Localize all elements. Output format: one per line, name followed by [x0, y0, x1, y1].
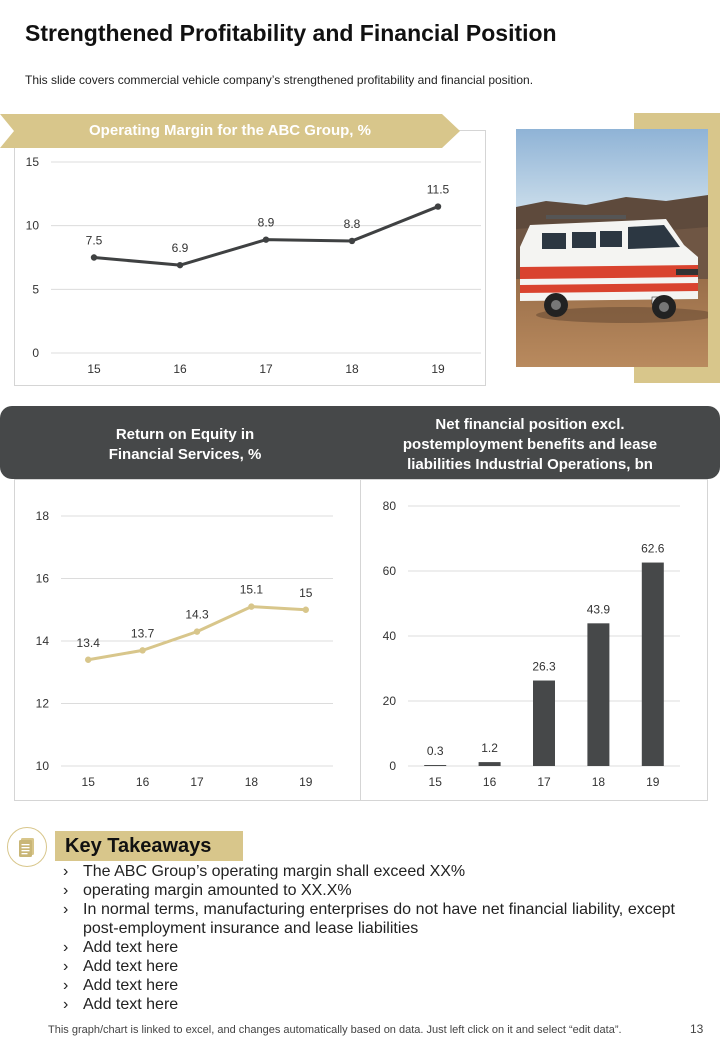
roe-chart-svg: 10 12 14 16 18 15 16 17 18 19 13.4 13.7 14.3 15.1 15	[36, 509, 333, 789]
x-tick-label: 16	[173, 362, 187, 376]
y-tick-label: 0	[32, 346, 39, 360]
list-item: In normal terms, manufacturing enterpris…	[63, 900, 675, 938]
x-tick-label: 19	[431, 362, 445, 376]
data-label: 15	[299, 586, 313, 600]
nfp-chart-svg: 0 20 40 60 80 15 16 17 18 19 0.3 1.2 26.3 43.9 62.6	[383, 499, 680, 789]
data-point	[85, 656, 92, 663]
data-label: 26.3	[532, 660, 556, 674]
page-subtitle: This slide covers commercial vehicle com…	[25, 73, 534, 87]
van-photo-illustration	[516, 129, 708, 367]
bar	[641, 562, 664, 766]
y-tick-label: 60	[383, 564, 397, 578]
data-label: 15.1	[240, 583, 264, 597]
data-point	[248, 603, 255, 610]
y-tick-label: 14	[36, 634, 50, 648]
y-tick-label: 16	[36, 572, 50, 586]
page-number: 13	[690, 1022, 704, 1036]
nfp-chart[interactable]: 0 20 40 60 80 15 16 17 18 19 0.3 1.2 26.3 43.9 62.6	[362, 480, 705, 798]
nfp-chart-title: Net financial position excl. postemploym…	[370, 415, 690, 475]
data-label: 13.7	[131, 626, 155, 640]
x-tick-label: 18	[592, 775, 606, 789]
x-tick-label: 16	[483, 775, 497, 789]
x-tick-label: 15	[82, 775, 96, 789]
y-tick-label: 12	[36, 697, 50, 711]
nfp-chart-title-line: postemployment benefits and lease	[402, 436, 658, 453]
data-label: 13.4	[77, 636, 101, 650]
operating-margin-chart-svg: 0 5 10 15 15 16 17 18 19 7.5 6.9 8.9 8.8 11.5	[26, 155, 481, 376]
van-photo	[516, 129, 708, 367]
document-icon-glyph	[19, 838, 34, 857]
x-tick-label: 18	[345, 362, 359, 376]
roe-chart-title: Return on Equity in Financial Services, …	[60, 425, 310, 465]
key-takeaways-list: The ABC Group’s operating margin shall e…	[63, 862, 675, 1014]
data-point	[139, 647, 146, 654]
data-label: 14.3	[185, 608, 209, 622]
list-item: Add text here	[63, 976, 675, 995]
bottom-charts-header-band	[0, 406, 720, 479]
y-tick-label: 18	[36, 509, 50, 523]
x-tick-label: 19	[299, 775, 313, 789]
bar	[587, 623, 610, 766]
data-label: 7.5	[86, 234, 103, 248]
x-tick-label: 15	[87, 362, 101, 376]
data-label: 6.9	[172, 241, 189, 255]
data-point	[302, 606, 309, 613]
operating-margin-chart[interactable]: 0 5 10 15 15 16 17 18 19 7.5 6.9 8.9 8.8 11.5	[14, 130, 486, 386]
x-tick-label: 18	[245, 775, 259, 789]
nfp-chart-title-line: liabilities Industrial Operations, bn	[407, 456, 653, 473]
list-item: Add text here	[63, 957, 675, 976]
roe-chart-title-line: Financial Services, %	[108, 446, 262, 463]
x-tick-label: 17	[190, 775, 204, 789]
bar	[478, 762, 501, 766]
data-point	[262, 236, 270, 243]
key-takeaways-heading: Key Takeaways	[55, 831, 243, 861]
x-tick-label: 17	[537, 775, 551, 789]
data-label: 11.5	[427, 183, 450, 197]
list-item: operating margin amounted to XX.X%	[63, 881, 675, 900]
data-point	[348, 237, 356, 245]
data-point	[176, 261, 184, 269]
footer-note: This graph/chart is linked to excel, and…	[48, 1024, 622, 1036]
x-tick-label: 19	[646, 775, 660, 789]
bar	[533, 680, 555, 766]
document-icon	[7, 827, 47, 867]
y-tick-label: 15	[26, 155, 40, 169]
roe-chart-title-line: Return on Equity in	[115, 426, 255, 443]
roe-chart[interactable]: 10 12 14 16 18 15 16 17 18 19 13.4 13.7 14.3 15.1 15	[15, 480, 359, 798]
list-item: Add text here	[63, 995, 675, 1014]
data-point	[434, 203, 442, 210]
data-label: 8.8	[344, 217, 361, 231]
data-label: 43.9	[587, 602, 611, 616]
list-item: Add text here	[63, 938, 675, 957]
data-label: 1.2	[481, 741, 498, 755]
list-item: The ABC Group’s operating margin shall e…	[63, 862, 675, 881]
operating-margin-chart-title: Operating Margin for the ABC Group, %	[89, 122, 371, 139]
x-tick-label: 17	[259, 362, 273, 376]
data-label: 62.6	[641, 542, 665, 556]
page-title: Strengthened Profitability and Financial…	[25, 20, 557, 46]
y-tick-label: 20	[383, 694, 397, 708]
data-label: 8.9	[258, 216, 275, 230]
nfp-chart-title-line: Net financial position excl.	[435, 416, 625, 433]
x-tick-label: 16	[136, 775, 150, 789]
y-tick-label: 10	[36, 759, 50, 773]
bar	[424, 765, 447, 766]
y-tick-label: 0	[389, 759, 396, 773]
data-label: 0.3	[427, 744, 444, 758]
y-tick-label: 10	[26, 219, 40, 233]
y-tick-label: 5	[32, 282, 39, 296]
chart-title-banner	[0, 114, 460, 148]
x-tick-label: 15	[429, 775, 443, 789]
y-tick-label: 40	[383, 629, 397, 643]
data-point	[90, 254, 98, 261]
data-point	[193, 628, 201, 635]
bottom-charts-divider	[360, 479, 361, 800]
y-tick-label: 80	[383, 499, 397, 513]
